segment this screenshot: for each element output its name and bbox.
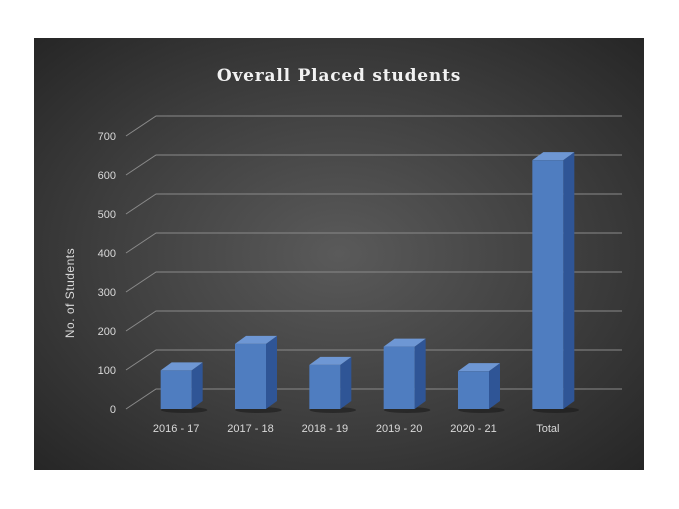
- bar-side: [266, 335, 277, 409]
- bar-top: [458, 363, 500, 372]
- bar-side: [191, 362, 203, 409]
- bar-top: [235, 335, 277, 344]
- y-tick-label: 100: [98, 365, 116, 377]
- gridline: [125, 310, 622, 332]
- bar: [235, 343, 266, 409]
- bar-side: [340, 356, 352, 409]
- x-tick-label: 2018 - 19: [302, 423, 348, 435]
- bar: [383, 346, 415, 409]
- gridline: [125, 193, 622, 215]
- x-tick-label: 2016 - 17: [153, 423, 199, 435]
- y-tick-label: 0: [110, 404, 116, 416]
- x-tick-label: Total: [536, 423, 559, 435]
- x-tick-label: 2020 - 21: [450, 423, 496, 435]
- y-tick-label: 700: [98, 131, 116, 143]
- y-tick-label: 500: [98, 209, 116, 221]
- bar: [532, 160, 564, 409]
- x-tick-label: 2019 - 20: [376, 423, 422, 435]
- bar: [458, 371, 489, 409]
- gridline: [125, 232, 622, 254]
- gridline: [125, 154, 622, 176]
- y-tick-label: 200: [98, 326, 116, 338]
- gridline: [125, 349, 622, 371]
- y-tick-label: 400: [98, 248, 116, 260]
- bar-top: [532, 152, 575, 161]
- gridline: [125, 271, 622, 293]
- y-tick-label: 300: [98, 287, 116, 299]
- bar: [309, 364, 341, 409]
- bar-side: [414, 338, 426, 409]
- bar-top: [160, 362, 203, 371]
- bar-top: [309, 356, 352, 365]
- x-tick-label: 2017 - 18: [227, 423, 273, 435]
- bar: [160, 370, 192, 409]
- chart-title: Overall Placed students: [216, 66, 462, 86]
- y-tick-label: 600: [98, 170, 116, 182]
- bar-top: [383, 338, 426, 347]
- bar-side: [563, 152, 575, 409]
- gridline: [125, 115, 622, 137]
- bar-side: [489, 363, 500, 409]
